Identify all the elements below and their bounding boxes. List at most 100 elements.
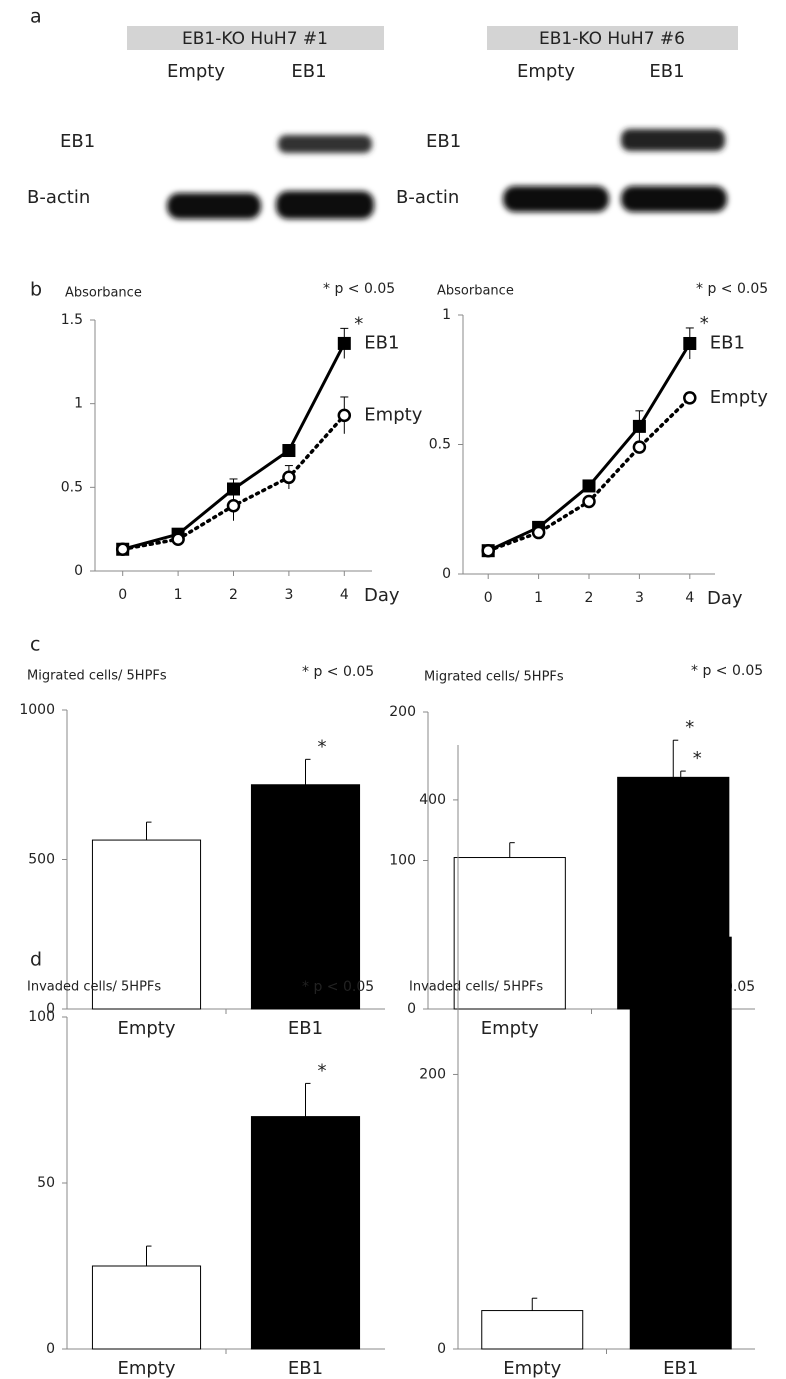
series-label: Empty [710, 387, 768, 408]
marker [533, 527, 544, 538]
x-tick-label: 0 [484, 590, 493, 606]
significance-note: * p < 0.05 [302, 664, 374, 680]
marker [339, 410, 350, 421]
bar [251, 1117, 359, 1349]
y-tick-label: 400 [419, 792, 446, 808]
y-axis-label: Invaded cells/ 5HPFs [27, 980, 161, 995]
x-tick-label: 2 [585, 590, 594, 606]
bar [251, 785, 359, 1009]
x-tick-label: Empty [503, 1358, 561, 1379]
x-tick-label: 4 [340, 587, 349, 603]
x-tick-label: 3 [635, 590, 644, 606]
series-label: Empty [364, 404, 422, 425]
y-tick-label: 0 [407, 1001, 416, 1017]
significance-note: * p < 0.05 [302, 979, 374, 995]
significance-mark: * [693, 748, 702, 769]
figure: a b c d EB1-KO HuH7 #1 EB1-KO HuH7 #6 Em… [0, 0, 786, 1379]
x-axis-label: Day [707, 588, 743, 609]
significance-mark: * [318, 1060, 327, 1081]
marker [338, 337, 351, 350]
y-tick-label: 0 [74, 563, 83, 579]
significance-mark: * [685, 717, 694, 738]
y-tick-label: 100 [389, 853, 416, 869]
x-tick-label: 0 [118, 587, 127, 603]
row-label: B-actin [27, 187, 90, 208]
marker [283, 472, 294, 483]
blot-title: EB1-KO HuH7 #1 [182, 29, 328, 49]
significance-mark: * [354, 313, 363, 334]
panel-label: c [30, 634, 40, 656]
x-tick-label: Empty [481, 1018, 539, 1039]
y-tick-label: 200 [389, 704, 416, 720]
significance-note: * p < 0.05 [691, 663, 763, 679]
blot-title: EB1-KO HuH7 #6 [539, 29, 685, 49]
lane-label: EB1 [291, 61, 326, 82]
y-tick-label: 500 [28, 852, 55, 868]
y-axis-label: Migrated cells/ 5HPFs [27, 669, 167, 684]
significance-note: * p < 0.05 [323, 281, 395, 297]
marker [684, 392, 695, 403]
marker [117, 544, 128, 555]
row-label: B-actin [396, 187, 459, 208]
significance-mark: * [318, 736, 327, 757]
marker [282, 444, 295, 457]
x-tick-label: 1 [174, 587, 183, 603]
y-axis-label: Migrated cells/ 5HPFs [424, 670, 564, 685]
x-tick-label: EB1 [663, 1358, 698, 1379]
significance-note: * p < 0.05 [696, 281, 768, 297]
row-label: EB1 [426, 131, 461, 152]
series-label: EB1 [364, 332, 399, 353]
series-line [488, 398, 690, 551]
x-axis-label: Day [364, 585, 400, 606]
y-axis-label: Absorbance [437, 284, 514, 299]
y-axis-label: Absorbance [65, 286, 142, 301]
bar [482, 1311, 583, 1349]
marker [584, 496, 595, 507]
blot-band [503, 186, 609, 212]
marker [634, 442, 645, 453]
series-line [488, 343, 690, 550]
bar [92, 1266, 200, 1349]
marker [583, 479, 596, 492]
x-tick-label: Empty [117, 1358, 175, 1379]
blot-band [621, 186, 727, 212]
x-tick-label: 1 [534, 590, 543, 606]
x-tick-label: 2 [229, 587, 238, 603]
blot-band [278, 135, 372, 153]
y-tick-label: 1 [442, 307, 451, 323]
blot-band [621, 129, 725, 151]
x-tick-label: 3 [284, 587, 293, 603]
blot-band [276, 191, 374, 219]
x-tick-label: EB1 [288, 1358, 323, 1379]
series-label: EB1 [710, 332, 745, 353]
lane-label: Empty [167, 61, 225, 82]
y-axis-label: Invaded cells/ 5HPFs [409, 980, 543, 995]
western-blot: EB1-KO HuH7 #1 EB1-KO HuH7 #6 Empty EB1 … [27, 26, 738, 219]
lane-label: Empty [517, 61, 575, 82]
marker [228, 500, 239, 511]
row-label: EB1 [60, 131, 95, 152]
y-tick-label: 100 [28, 1009, 55, 1025]
y-tick-label: 0 [46, 1341, 55, 1357]
y-tick-label: 1.5 [61, 312, 83, 328]
y-tick-label: 50 [37, 1175, 55, 1191]
panel-label: d [30, 949, 42, 971]
x-tick-label: Empty [117, 1018, 175, 1039]
y-tick-label: 200 [419, 1066, 446, 1082]
blot-band [167, 193, 261, 219]
y-tick-label: 1000 [19, 702, 55, 718]
y-tick-label: 0 [442, 566, 451, 582]
y-tick-label: 0.5 [429, 437, 451, 453]
y-tick-label: 0.5 [61, 479, 83, 495]
x-tick-label: EB1 [288, 1018, 323, 1039]
panel-label: a [30, 6, 42, 28]
y-tick-label: 0 [437, 1341, 446, 1357]
panel-label: b [30, 279, 42, 301]
y-tick-label: 1 [74, 396, 83, 412]
bar [630, 937, 731, 1349]
significance-mark: * [700, 313, 709, 334]
lane-label: EB1 [649, 61, 684, 82]
marker [633, 420, 646, 433]
marker [683, 337, 696, 350]
marker [483, 545, 494, 556]
